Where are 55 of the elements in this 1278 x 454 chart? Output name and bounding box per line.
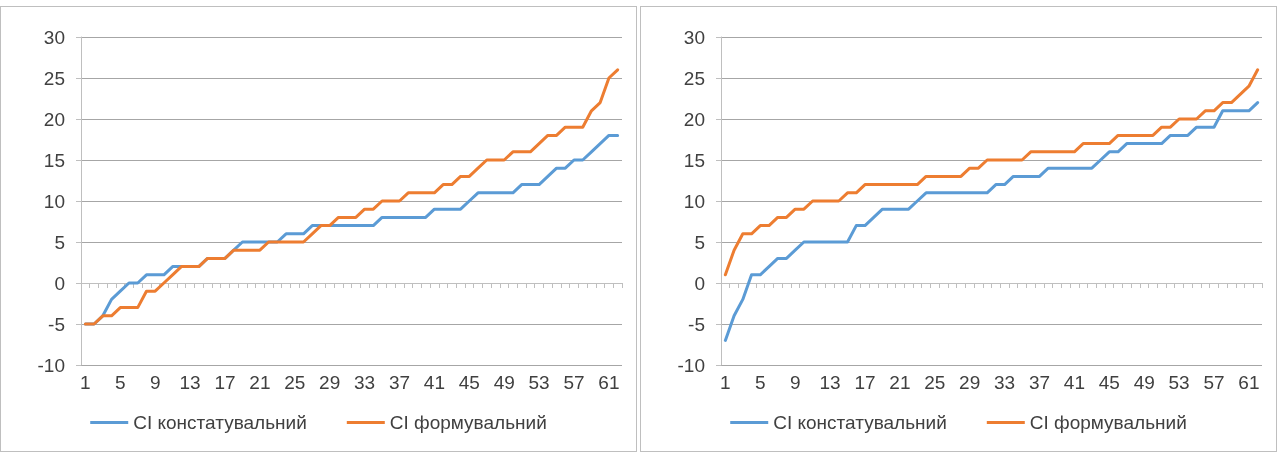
x-tick-label: 25 bbox=[284, 372, 306, 393]
x-tick-label: 49 bbox=[1133, 372, 1155, 393]
x-tick-label: 17 bbox=[214, 372, 236, 393]
y-tick-label: 15 bbox=[683, 149, 705, 171]
y-tick-label: -5 bbox=[688, 313, 705, 335]
x-tick-label: 45 bbox=[458, 372, 480, 393]
x-tick-label: 9 bbox=[149, 372, 161, 393]
x-tick-label: 45 bbox=[1098, 372, 1120, 393]
x-tick-label: 37 bbox=[1028, 372, 1051, 393]
x-tick-label: 5 bbox=[114, 372, 126, 393]
y-tick-label: 25 bbox=[683, 67, 705, 89]
x-tick-label: 41 bbox=[1063, 372, 1085, 393]
x-tick-label: 1 bbox=[720, 372, 731, 393]
x-tick-label: 53 bbox=[528, 372, 550, 393]
x-tick-label: 29 bbox=[959, 372, 981, 393]
x-tick-label: 13 bbox=[179, 372, 201, 393]
x-tick-label: 29 bbox=[319, 372, 341, 393]
x-tick-label: 33 bbox=[994, 372, 1016, 393]
x-tick-label: 21 bbox=[889, 372, 911, 393]
x-tick-label: 17 bbox=[854, 372, 876, 393]
x-tick-label: 57 bbox=[563, 372, 585, 393]
y-tick-label: 20 bbox=[683, 108, 705, 130]
legend-label: СІ формувальний bbox=[389, 412, 547, 433]
x-tick-label: 5 bbox=[754, 372, 766, 393]
x-tick-label: 61 bbox=[1238, 372, 1260, 393]
y-tick-label: -10 bbox=[677, 354, 705, 376]
y-tick-label: 15 bbox=[43, 149, 65, 171]
y-tick-label: 5 bbox=[54, 231, 65, 253]
y-tick-label: -10 bbox=[37, 354, 65, 376]
x-tick-label: 9 bbox=[789, 372, 801, 393]
legend-label: СІ формувальний bbox=[1029, 412, 1187, 433]
x-tick-label: 1 bbox=[80, 372, 91, 393]
y-tick-label: -5 bbox=[48, 313, 65, 335]
x-tick-label: 57 bbox=[1203, 372, 1225, 393]
x-tick-label: 25 bbox=[924, 372, 946, 393]
y-tick-label: 10 bbox=[683, 190, 705, 212]
y-tick-label: 30 bbox=[43, 26, 65, 48]
x-tick-label: 61 bbox=[598, 372, 620, 393]
y-tick-label: 5 bbox=[694, 231, 705, 253]
y-tick-label: 0 bbox=[694, 272, 705, 294]
y-tick-label: 20 bbox=[43, 108, 65, 130]
legend-label: СІ констатувальний bbox=[133, 412, 307, 433]
x-tick-label: 37 bbox=[388, 372, 411, 393]
y-tick-label: 0 bbox=[54, 272, 65, 294]
x-tick-label: 53 bbox=[1168, 372, 1190, 393]
legend-label: СІ констатувальний bbox=[773, 412, 947, 433]
x-tick-label: 33 bbox=[354, 372, 376, 393]
line-series bbox=[723, 68, 1260, 277]
y-tick-label: 25 bbox=[43, 67, 65, 89]
y-tick-label: 10 bbox=[43, 190, 65, 212]
x-tick-label: 49 bbox=[493, 372, 515, 393]
x-tick-label: 13 bbox=[819, 372, 841, 393]
y-tick-label: 30 bbox=[683, 26, 705, 48]
x-tick-label: 41 bbox=[423, 372, 445, 393]
x-tick-label: 21 bbox=[249, 372, 271, 393]
